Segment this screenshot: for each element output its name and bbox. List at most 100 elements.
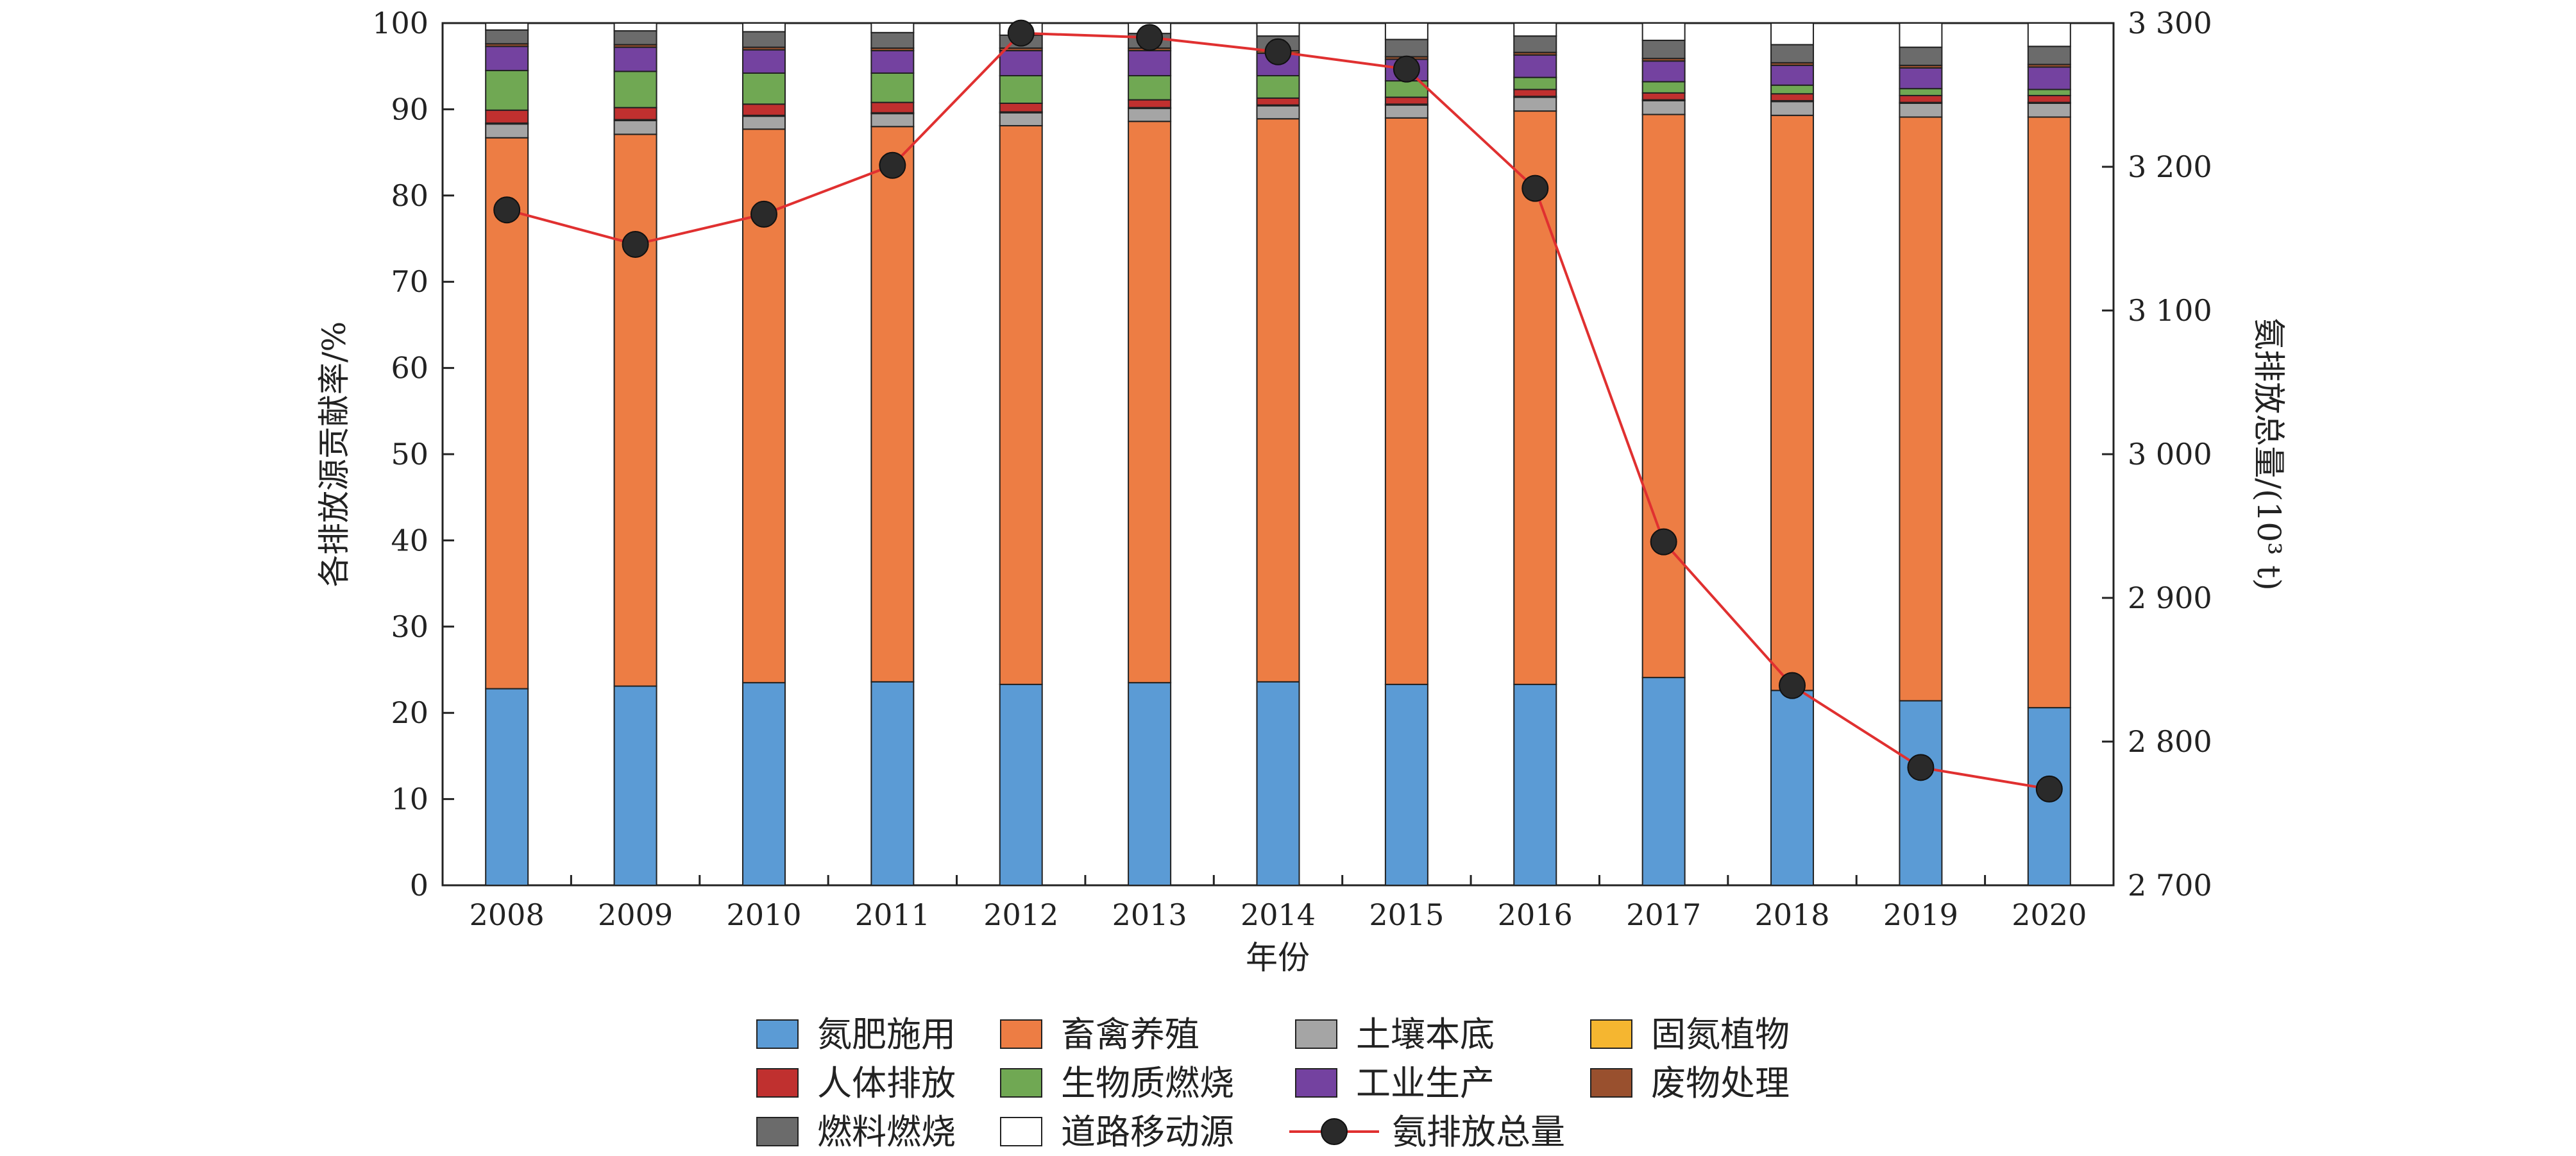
x-tick-label: 2018 — [1754, 897, 1829, 932]
bar-segment-2013-5 — [1128, 74, 1172, 101]
y2-tick-label: 3 300 — [2128, 6, 2212, 40]
bar-segment-2013-6 — [1128, 50, 1172, 76]
y2-tick-label: 3 200 — [2128, 149, 2212, 184]
bar-segment-2014-9 — [1256, 22, 1300, 37]
line-point-2015 — [1393, 55, 1420, 83]
bar-segment-2019-5 — [1899, 88, 1943, 96]
bar-segment-2018-0 — [1770, 690, 1815, 886]
bar-segment-2017-6 — [1641, 60, 1686, 83]
y-tick-label: 20 — [391, 695, 428, 730]
bar-segment-2018-8 — [1770, 44, 1815, 64]
bar-segment-2016-8 — [1513, 35, 1557, 53]
bar-segment-2011-2 — [870, 113, 915, 128]
bar-segment-2015-0 — [1384, 683, 1428, 887]
bar-segment-2011-9 — [870, 22, 915, 33]
bar-segment-2016-0 — [1513, 683, 1557, 887]
bar-segment-2018-9 — [1770, 22, 1815, 46]
y-tick-label: 60 — [391, 351, 428, 386]
bar-segment-2017-2 — [1641, 99, 1686, 115]
y-tick-label: 0 — [410, 868, 428, 903]
x-tick-label: 2008 — [470, 897, 545, 932]
bar-segment-2015-4 — [1384, 96, 1428, 105]
bar-segment-2016-4 — [1513, 89, 1557, 98]
bar-segment-2010-0 — [741, 682, 786, 887]
bar-segment-2012-4 — [999, 102, 1043, 113]
bar-segment-2020-6 — [2027, 66, 2071, 90]
bar-segment-2018-2 — [1770, 101, 1815, 116]
legend-label-3: 固氮植物 — [1651, 1014, 1790, 1055]
legend-label-8: 燃料燃烧 — [817, 1112, 956, 1152]
bar-segment-2018-5 — [1770, 84, 1815, 95]
bar-segment-2008-8 — [485, 29, 529, 45]
bar-segment-2010-8 — [741, 31, 786, 48]
legend-swatch-9 — [1000, 1117, 1042, 1146]
bar-segment-2009-0 — [613, 685, 657, 886]
legend-swatch-7 — [1590, 1068, 1632, 1098]
bar-segment-2020-1 — [2027, 116, 2071, 709]
bar-segment-2017-1 — [1641, 114, 1686, 679]
bar-segment-2013-1 — [1128, 121, 1172, 684]
bar-segment-2018-4 — [1770, 93, 1815, 101]
line-point-2020 — [2035, 775, 2063, 803]
bar-segment-2012-0 — [999, 683, 1043, 887]
bar-segment-2020-8 — [2027, 46, 2071, 65]
bar-segment-2018-6 — [1770, 64, 1815, 86]
bar-segment-2008-9 — [485, 22, 529, 31]
y2-tick-label: 3 000 — [2128, 437, 2212, 472]
bar-segment-2016-2 — [1513, 96, 1557, 112]
y-tick-label: 80 — [391, 178, 428, 213]
bar-segment-2011-5 — [870, 72, 915, 103]
legend-label-7: 废物处理 — [1651, 1063, 1790, 1103]
legend-label-2: 土壤本底 — [1356, 1014, 1495, 1055]
bar-segment-2019-6 — [1899, 67, 1943, 90]
y-tick-label: 40 — [391, 523, 428, 557]
bar-segment-2016-6 — [1513, 54, 1557, 78]
x-axis-title: 年份 — [1246, 939, 1310, 976]
y2-tick-label: 2 900 — [2128, 581, 2212, 615]
line-point-2009 — [622, 230, 649, 258]
x-tick-label: 2015 — [1369, 897, 1444, 932]
bar-segment-2014-2 — [1256, 105, 1300, 120]
x-tick-label: 2011 — [855, 897, 930, 932]
bars-layer — [485, 22, 2071, 887]
x-tick-label: 2010 — [726, 897, 801, 932]
legend-swatch-1 — [1000, 1019, 1042, 1049]
y-tick-label: 30 — [391, 609, 428, 644]
line-point-2008 — [493, 196, 521, 224]
x-tick-label: 2009 — [598, 897, 673, 932]
bar-segment-2009-9 — [613, 22, 657, 32]
legend-swatch-5 — [1000, 1068, 1042, 1098]
bar-segment-2011-1 — [870, 126, 915, 683]
bar-segment-2015-1 — [1384, 117, 1428, 685]
bar-segment-2014-1 — [1256, 118, 1300, 683]
legend-swatch-0 — [756, 1019, 799, 1049]
y2-tick-label: 2 700 — [2128, 868, 2212, 903]
y2-tick-label: 3 100 — [2128, 293, 2212, 328]
legend-label-0: 氮肥施用 — [817, 1014, 956, 1055]
legend-swatch-3 — [1590, 1019, 1632, 1049]
bar-segment-2009-4 — [613, 106, 657, 121]
bar-segment-2020-2 — [2027, 102, 2071, 118]
bar-segment-2011-8 — [870, 31, 915, 49]
line-point-2017 — [1650, 528, 1677, 556]
bar-segment-2010-4 — [741, 103, 786, 116]
bar-segment-2019-0 — [1899, 700, 1943, 887]
bar-segment-2015-2 — [1384, 104, 1428, 119]
bar-segment-2013-0 — [1128, 682, 1172, 887]
bar-segment-2013-4 — [1128, 99, 1172, 108]
line-layer — [493, 19, 2063, 803]
y2-tick-label: 2 800 — [2128, 724, 2212, 759]
bar-segment-2013-2 — [1128, 108, 1172, 123]
line-point-2016 — [1521, 174, 1549, 202]
legend-label-9: 道路移动源 — [1061, 1112, 1234, 1152]
legend-label-6: 工业生产 — [1356, 1063, 1495, 1103]
x-tick-label: 2014 — [1241, 897, 1316, 932]
line-point-2010 — [750, 200, 777, 228]
bar-segment-2010-5 — [741, 72, 786, 105]
legend-swatch-4 — [756, 1068, 799, 1098]
line-point-2019 — [1907, 754, 1935, 781]
y-tick-label: 50 — [391, 437, 428, 472]
axis-layer: 0 10 20 30 40 50 60 70 80 90 100 2 700 2 800 2 900 3 0… — [372, 6, 2212, 932]
bar-segment-2014-4 — [1256, 97, 1300, 106]
